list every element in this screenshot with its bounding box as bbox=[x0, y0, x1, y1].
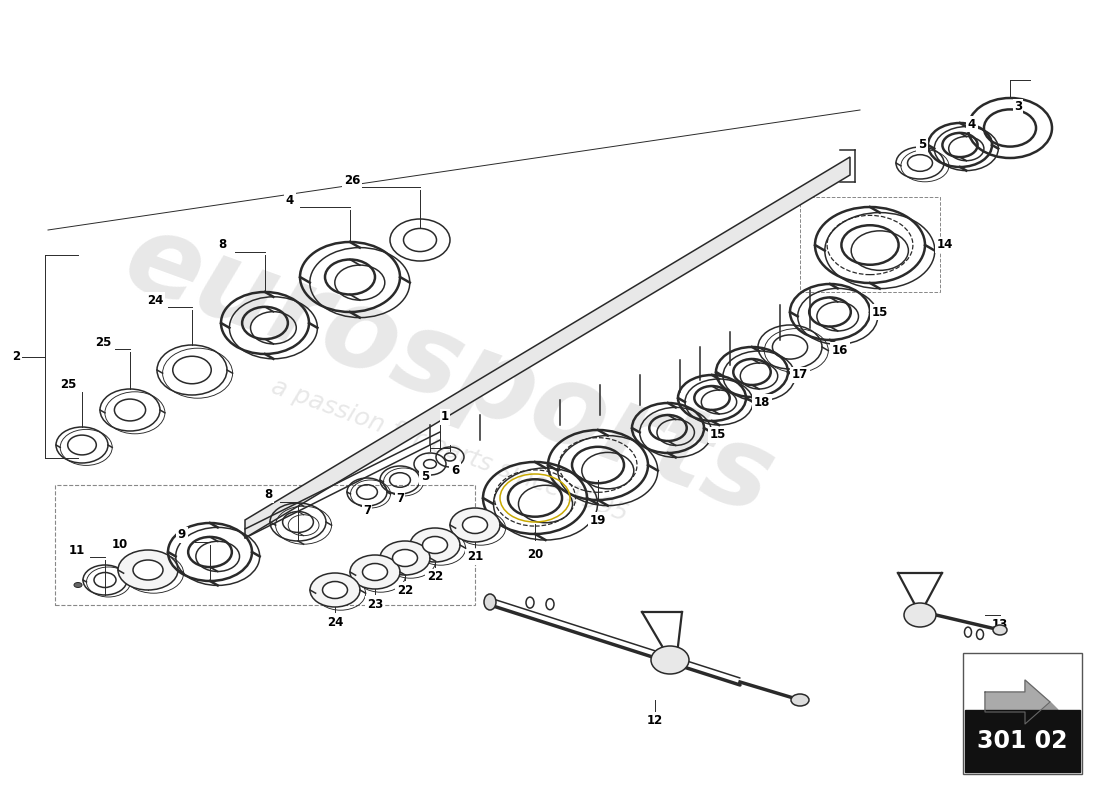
Text: 10: 10 bbox=[112, 538, 128, 551]
Ellipse shape bbox=[410, 528, 460, 562]
Bar bbox=[962, 653, 1082, 774]
Bar bbox=[800, 197, 940, 292]
Text: a passion for parts since 1995: a passion for parts since 1995 bbox=[268, 374, 631, 526]
Text: 19: 19 bbox=[590, 514, 606, 526]
Polygon shape bbox=[1025, 702, 1058, 720]
Ellipse shape bbox=[450, 508, 500, 542]
Text: 16: 16 bbox=[832, 343, 848, 357]
Text: 18: 18 bbox=[754, 395, 770, 409]
Ellipse shape bbox=[422, 537, 448, 554]
Text: 11: 11 bbox=[69, 543, 85, 557]
Text: 7: 7 bbox=[363, 503, 371, 517]
Ellipse shape bbox=[322, 582, 348, 598]
Ellipse shape bbox=[904, 603, 936, 627]
Bar bbox=[965, 710, 1080, 772]
Text: 20: 20 bbox=[527, 547, 543, 561]
Ellipse shape bbox=[363, 563, 387, 581]
Text: 5: 5 bbox=[917, 138, 926, 150]
Text: 301 02: 301 02 bbox=[977, 729, 1068, 753]
Polygon shape bbox=[984, 680, 1050, 724]
Ellipse shape bbox=[133, 560, 163, 580]
Text: 14: 14 bbox=[937, 238, 954, 251]
Text: 23: 23 bbox=[367, 598, 383, 610]
Ellipse shape bbox=[379, 541, 430, 575]
Text: 5: 5 bbox=[421, 470, 429, 483]
Text: 24: 24 bbox=[146, 294, 163, 306]
Text: 15: 15 bbox=[710, 429, 726, 442]
Text: 26: 26 bbox=[344, 174, 360, 186]
Text: 4: 4 bbox=[968, 118, 976, 130]
Text: 22: 22 bbox=[397, 583, 414, 597]
Bar bbox=[55, 485, 475, 605]
Text: 3: 3 bbox=[1014, 101, 1022, 114]
Ellipse shape bbox=[791, 694, 808, 706]
Text: 17: 17 bbox=[792, 369, 808, 382]
Text: 8: 8 bbox=[218, 238, 227, 251]
Ellipse shape bbox=[350, 555, 400, 589]
Ellipse shape bbox=[651, 646, 689, 674]
Text: 4: 4 bbox=[286, 194, 294, 206]
Text: 24: 24 bbox=[327, 615, 343, 629]
Text: 8: 8 bbox=[264, 489, 272, 502]
Text: eurosports: eurosports bbox=[111, 203, 789, 537]
Polygon shape bbox=[984, 712, 1033, 720]
Ellipse shape bbox=[462, 517, 487, 534]
Text: 13: 13 bbox=[992, 618, 1008, 631]
Ellipse shape bbox=[484, 594, 496, 610]
Text: 6: 6 bbox=[451, 463, 459, 477]
Ellipse shape bbox=[993, 625, 1007, 635]
Text: 2: 2 bbox=[12, 350, 20, 363]
Text: 1: 1 bbox=[441, 410, 449, 423]
Text: 15: 15 bbox=[872, 306, 888, 318]
Text: 7: 7 bbox=[396, 491, 404, 505]
Ellipse shape bbox=[118, 550, 178, 590]
Ellipse shape bbox=[310, 573, 360, 607]
Ellipse shape bbox=[74, 582, 82, 587]
Ellipse shape bbox=[393, 550, 418, 566]
Text: 9: 9 bbox=[178, 529, 186, 542]
Text: 25: 25 bbox=[59, 378, 76, 391]
Polygon shape bbox=[245, 157, 850, 538]
Text: 22: 22 bbox=[427, 570, 443, 583]
Text: 25: 25 bbox=[95, 335, 111, 349]
Text: 12: 12 bbox=[647, 714, 663, 726]
Text: 21: 21 bbox=[466, 550, 483, 563]
